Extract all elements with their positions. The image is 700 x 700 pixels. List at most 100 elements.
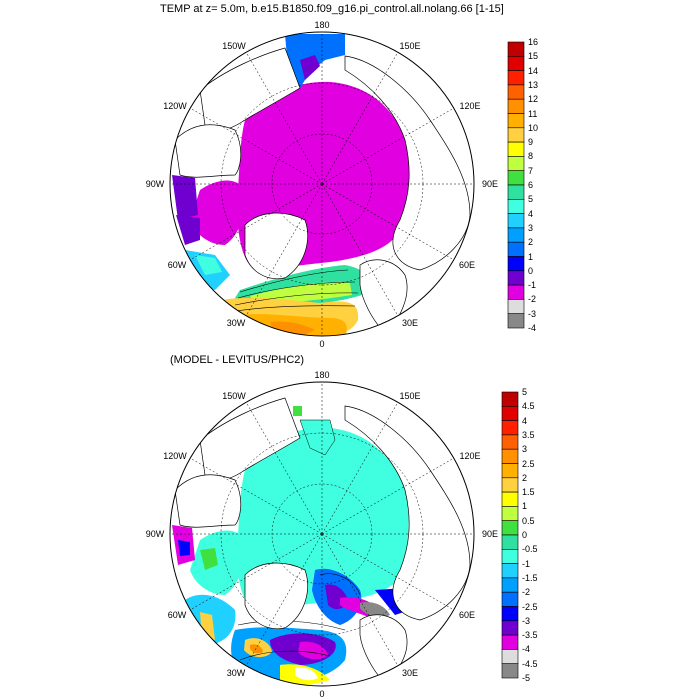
plot1-colorbar-label: 8 [528,151,534,162]
plot2-colorbar-swatch [501,620,519,636]
plot2-colorbar-swatch [501,591,519,607]
plot2-land-russia [344,405,471,621]
plot1-colorbar-label: -3 [528,308,537,319]
plot1-colorbar-swatch [507,241,525,257]
plot1-land-greenland [244,212,308,280]
plot2-colorbar [501,391,519,679]
plot1-title: TEMP at z= 5.0m, b.e15.B1850.f09_g16.pi_… [160,3,504,15]
plot2-lon-label: 60W [167,610,187,620]
plot2-lon-label: 120E [459,451,481,461]
plot1-colorbar-swatch [507,313,525,329]
plot1-colorbar-label: 14 [528,65,539,76]
plot2-colorbar-swatch [501,548,519,564]
plot1-lon-label: 180 [314,20,330,30]
plot1-colorbar-label: 0 [528,265,534,276]
plot1-land-scandinavia [359,259,408,334]
plot2-colorbar-swatch [501,506,519,521]
plot1-lon-label: 0 [319,339,325,349]
plot1-colorbar-label: -1 [528,280,537,291]
plot1-colorbar-label: 4 [528,208,534,219]
plot1-colorbar-swatch [507,98,525,114]
plot2-lon-label: 150W [222,391,246,401]
plot2-colorbar-label: -3 [522,615,531,626]
plot2-colorbar-swatch [501,563,519,579]
plot2-colorbar-swatch [501,606,519,622]
plot1-colorbar-swatch [507,227,525,243]
plot1-lon-label: 60E [458,260,476,270]
plot2-colorbar-swatch [501,534,519,550]
plot2-colorbar-label: -2.5 [522,601,538,612]
plot1-colorbar-label: 15 [528,51,539,62]
plot1-colorbar-swatch [507,199,525,214]
plot1-colorbar-swatch [507,70,525,86]
plot2-lon-label: 0 [319,689,325,699]
plot2-lon-label: 60E [458,610,476,620]
plot2-land-greenland [244,562,308,630]
plot2-colorbar-swatch [501,649,519,665]
plot2-colorbar-label: -5 [522,673,531,683]
plot1-colorbar-label: 3 [528,222,534,233]
plot1-colorbar-swatch [507,213,525,229]
plot1-colorbar-swatch [507,156,525,171]
plot1-map [169,31,475,337]
plot2-colorbar-label: 1.5 [522,487,535,498]
plot2-map [169,381,475,687]
plot2-lon-label: 90W [145,529,165,539]
plot1-colorbar-swatch [507,284,525,300]
plot2-colorbar-label: -2 [522,587,531,598]
plot1-colorbar-swatch [507,270,525,286]
plot1-colorbar-label: 10 [528,122,539,133]
plot1-colorbar-swatch [507,41,525,57]
plot2-colorbar-label: -4.5 [522,658,538,669]
plot1-colorbar-label: 2 [528,237,534,248]
plot1-colorbar-label: 11 [528,108,538,119]
plot2-colorbar-label: -1.5 [522,572,538,583]
plot1-lon-label: 150W [222,41,246,51]
plot1-land-canada [174,124,242,178]
plot1-colorbar-label: 9 [528,137,534,148]
plot2-colorbar-label: 5 [522,387,528,397]
plot2-colorbar-label: 2.5 [522,458,535,469]
plot1-colorbar-swatch [507,127,525,143]
plot1-colorbar-label: 13 [528,79,539,90]
plot2-lon-label: 180 [314,370,330,380]
plot2-colorbar-swatch [501,391,519,407]
plot1-colorbar-label: 1 [528,251,534,262]
plot1-colorbar-label: 16 [528,37,539,47]
plot2-colorbar-swatch [501,463,519,479]
plot1-lon-label: 90W [145,179,165,189]
plot1-colorbar-label: 12 [528,94,539,105]
plot2-lon-label: 90E [481,529,499,539]
plot2-land-canada [174,474,242,528]
plot2-colorbar-swatch [501,420,519,436]
plot2-colorbar-label: 3.5 [522,429,535,440]
plot2-colorbar-label: -4 [522,644,531,655]
plot2-colorbar-label: 3 [522,444,528,455]
plot2-land-scandinavia [359,614,408,684]
plot2-lon-label: 30W [226,668,246,678]
plot2-lon-label: 120W [163,451,187,461]
plot1-colorbar-label: 5 [528,194,534,205]
plot2-colorbar-label: 2 [522,472,528,483]
plot1-colorbar-swatch [507,170,525,186]
plot2-lon-label: 30E [401,668,419,678]
plot1-colorbar-label: -2 [528,294,537,305]
plot2-colorbar-swatch [501,434,519,450]
plot2-colorbar-label: 1 [522,501,528,512]
plot1-land-russia [344,55,471,271]
plot1-colorbar-label: 7 [528,165,534,176]
plot1-lon-label: 120E [459,101,481,111]
plot2-colorbar-label: 0 [522,530,528,540]
plot2-lon-label: 150E [399,391,421,401]
plot2-colorbar-label: 4.5 [522,401,535,412]
plot1-colorbar-swatch [507,113,525,129]
plot2-colorbar-swatch [501,491,519,507]
plot2-colorbar-swatch [501,634,519,650]
plot1-colorbar-label: 6 [528,180,534,190]
plot1-colorbar [507,41,525,329]
plot2-colorbar-swatch [501,577,519,593]
plot2-colorbar-label: -3.5 [522,630,538,641]
plot1-colorbar-swatch [507,84,525,100]
plot2-colorbar-label: 4 [522,415,528,426]
